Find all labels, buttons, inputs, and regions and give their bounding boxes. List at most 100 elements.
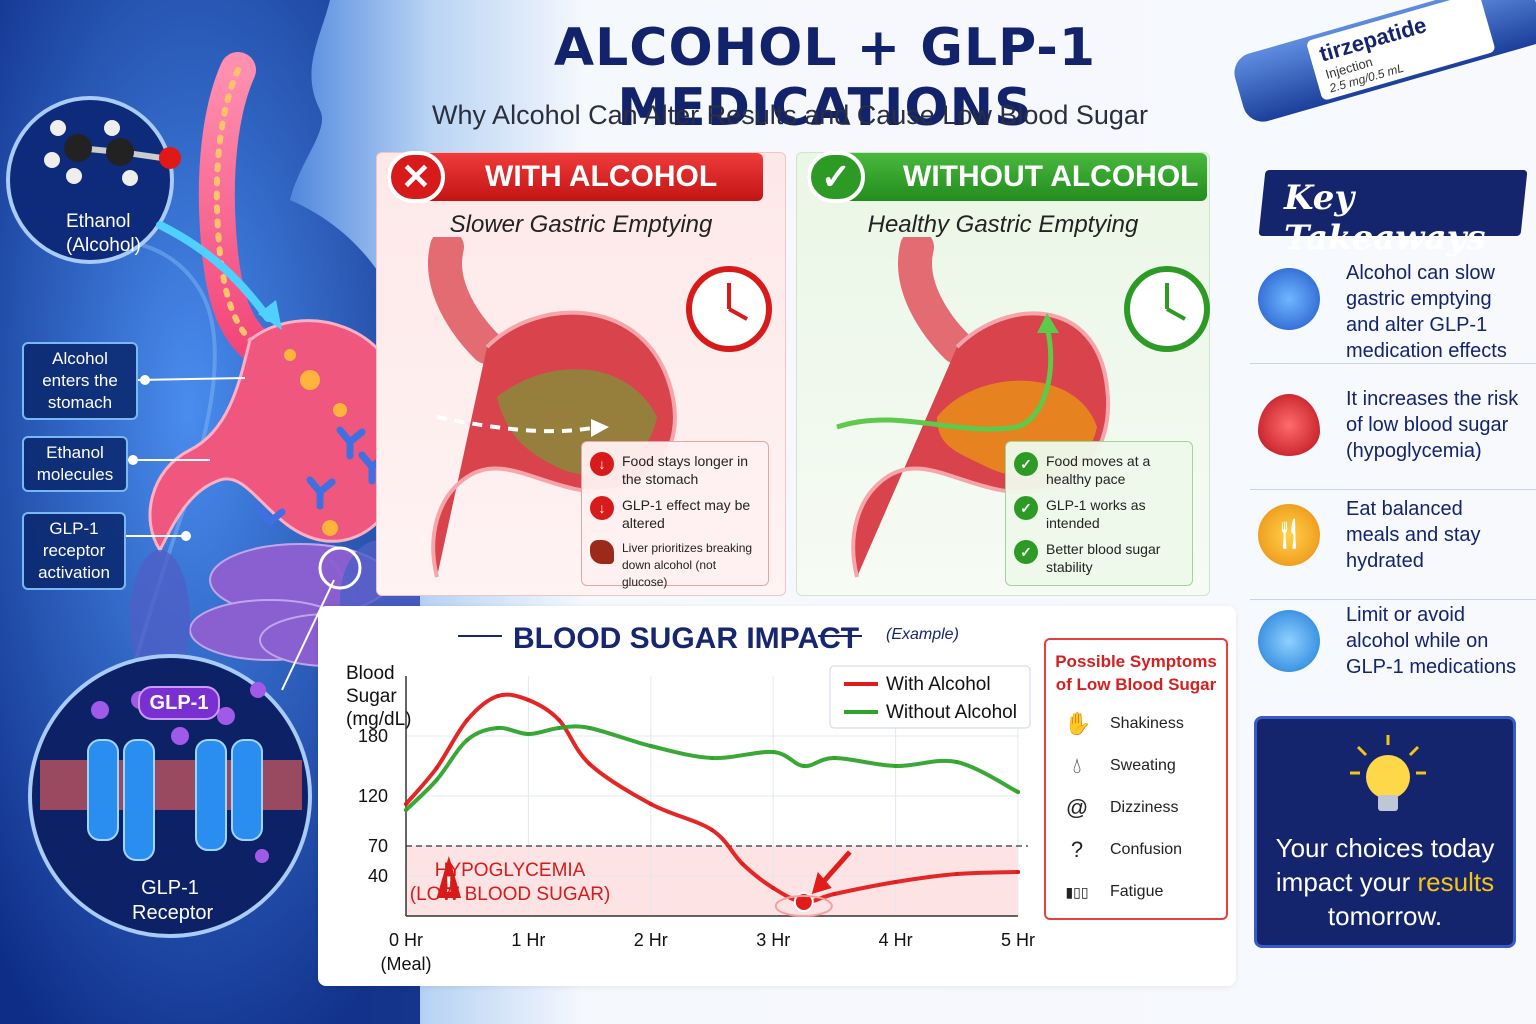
legend-box: [829, 665, 1031, 729]
without-alcohol-title: WITHOUT ALCOHOL: [903, 160, 1199, 193]
x-tick-label: 0 Hr: [389, 930, 423, 950]
blood-drop-icon: [1258, 394, 1320, 456]
y-tick-label: 120: [358, 786, 388, 806]
title-rule-left: [458, 635, 502, 637]
data-point-without-alcohol: [893, 764, 898, 768]
symptoms-box: Possible Symptoms of Low Blood Sugar ✋ Sh…: [1044, 638, 1228, 920]
symptom-item: 💧︎ Sweating: [1064, 752, 1226, 780]
x-tick-label: 1 Hr: [511, 930, 545, 950]
data-point-with-alcohol: [526, 698, 531, 702]
takeaway-item: Alcohol can slow gastric emptying and al…: [1250, 260, 1536, 364]
without-alcohol-facts: ✓ Food moves at a healthy pace ✓ GLP-1 wor…: [1005, 441, 1193, 586]
battery-low-icon: ▮▯▯: [1065, 884, 1089, 900]
data-point-without-alcohol: [434, 778, 439, 782]
series-line-without-alcohol: [404, 724, 1020, 812]
arrow-down-icon: ↓: [590, 496, 614, 520]
data-point-without-alcohol: [587, 726, 592, 730]
hypoglycemia-sublabel: (LOW BLOOD SUGAR): [410, 884, 611, 905]
takeaway-text: Alcohol can slow gastric emptying and al…: [1346, 262, 1507, 362]
check-icon: ✓: [1014, 496, 1038, 520]
glp1-label: GLP-1: [138, 686, 220, 720]
with-alcohol-title: WITH ALCOHOL: [485, 160, 718, 193]
key-takeaways: Key Takeaways Alcohol can slow gastric e…: [1244, 150, 1536, 1024]
data-point-without-alcohol: [404, 808, 408, 812]
check-icon: ✓: [807, 151, 865, 203]
fact-item: ✓ Better blood sugar stability: [1014, 540, 1184, 576]
without-alcohol-panel: ✓ WITHOUT ALCOHOL Healthy Gastric Emptyi…: [796, 151, 1210, 596]
warning-icon: [436, 856, 462, 898]
cta-line1: Your choices today: [1275, 833, 1495, 863]
series-line-with-alcohol: [404, 692, 1020, 905]
warning-icon-mark: !: [445, 872, 452, 897]
key-takeaways-title: Key Takeaways: [1284, 178, 1486, 258]
with-alcohol-facts: ↓ Food stays longer in the stomach ↓ GLP-1…: [581, 441, 769, 589]
data-point-with-alcohol: [771, 886, 776, 890]
x-tick-label: 4 Hr: [879, 930, 913, 950]
body-figure: [0, 0, 420, 1024]
chart-title: BLOOD SUGAR IMPACT: [513, 622, 860, 655]
data-point-with-alcohol: [648, 802, 653, 806]
fact-text: Liver prioritizes breaking down alcohol …: [622, 541, 753, 589]
with-alcohol-subtitle: Slower Gastric Emptying: [449, 211, 713, 238]
data-point-with-alcohol: [404, 802, 408, 806]
symptom-item: ▮▯▯ Fatigue: [1064, 878, 1226, 906]
data-point-with-alcohol: [832, 892, 837, 896]
legend-label-without-alcohol: Without Alcohol: [886, 702, 1017, 723]
symptom-label: Sweating: [1110, 757, 1176, 774]
without-alcohol-subtitle: Healthy Gastric Emptying: [867, 211, 1139, 238]
symptom-label: Confusion: [1110, 841, 1183, 858]
callout-ethanol-molecules: Ethanol molecules: [22, 436, 128, 492]
low-point-ripple: [774, 895, 833, 917]
fact-item: ↓ GLP-1 effect may be altered: [590, 496, 760, 532]
low-point-marker: [793, 892, 814, 912]
shield-icon: [1258, 268, 1320, 330]
symptom-label: Shakiness: [1110, 715, 1184, 732]
symptom-label: Dizziness: [1110, 799, 1179, 816]
hypoglycemia-label: HYPOGLYCEMIA: [435, 860, 586, 881]
page-title: ALCOHOL + GLP-1 MEDICATIONS: [553, 18, 1097, 138]
data-point-with-alcohol: [740, 862, 745, 866]
legend-label-with-alcohol: With Alcohol: [886, 674, 991, 695]
ethanol-label: Ethanol (Alcohol): [66, 211, 141, 256]
takeaway-item: Limit or avoid alcohol while on GLP-1 me…: [1250, 602, 1536, 706]
low-point-arrowhead: [811, 872, 832, 894]
y-tick-label: 70: [368, 836, 388, 856]
blood-sugar-chart-card: BLOOD SUGAR IMPACT (Example) Blood Sugar…: [318, 606, 1236, 986]
data-point-with-alcohol: [557, 718, 561, 722]
callout-alcohol-enters: Alcohol enters the stomach: [22, 342, 138, 420]
choices-callout: Your choices today impact your results t…: [1254, 716, 1516, 948]
data-point-without-alcohol: [801, 764, 806, 768]
water-drop-icon: [1258, 610, 1320, 672]
cta-highlight: results: [1417, 867, 1495, 897]
check-icon: ✓: [1014, 540, 1038, 564]
choices-text: Your choices today impact your results t…: [1257, 831, 1513, 933]
x-tick-label: 3 Hr: [756, 930, 790, 950]
data-point-without-alcohol: [771, 750, 776, 754]
fact-item: ✓ GLP-1 works as intended: [1014, 496, 1184, 532]
data-point-without-alcohol: [557, 726, 561, 730]
y-tick-label: 40: [368, 866, 388, 886]
symptom-item: ✋ Shakiness: [1064, 710, 1226, 738]
fact-item: Liver prioritizes breaking down alcohol …: [590, 540, 760, 591]
fact-item: ✓ Food moves at a healthy pace: [1014, 452, 1184, 488]
cta-line3: tomorrow.: [1327, 901, 1443, 931]
data-point-without-alcohol: [710, 756, 714, 760]
title-rule-right: [818, 635, 862, 637]
y-axis-label: Blood Sugar (mg/dL): [346, 663, 412, 730]
x-tick-label: 5 Hr: [1001, 930, 1035, 950]
fact-text: Better blood sugar stability: [1046, 541, 1161, 575]
hypoglycemia-zone: [406, 846, 1018, 916]
cta-line2-text: impact your: [1275, 867, 1418, 897]
data-point-without-alcohol: [648, 744, 653, 748]
cta-line2: impact your results: [1257, 865, 1513, 899]
droplet-icon: 💧︎: [1072, 753, 1082, 778]
data-point-with-alcohol: [495, 694, 500, 698]
takeaway-item: It increases the risk of low blood sugar…: [1250, 386, 1536, 490]
data-point-without-alcohol: [832, 756, 837, 760]
takeaway-text: It increases the risk of low blood sugar…: [1346, 388, 1519, 462]
data-point-without-alcohol: [526, 732, 531, 736]
data-point-without-alcohol: [1016, 790, 1020, 794]
data-point-with-alcohol: [1016, 870, 1020, 874]
fact-text: GLP-1 works as intended: [1046, 497, 1146, 531]
data-point-without-alcohol: [465, 738, 470, 742]
